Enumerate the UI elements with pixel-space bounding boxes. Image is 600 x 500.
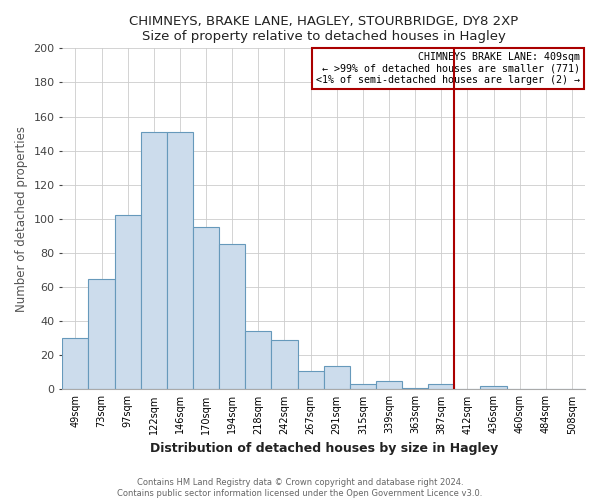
Bar <box>428 384 454 390</box>
Bar <box>402 388 428 390</box>
Y-axis label: Number of detached properties: Number of detached properties <box>15 126 28 312</box>
X-axis label: Distribution of detached houses by size in Hagley: Distribution of detached houses by size … <box>149 442 498 455</box>
Bar <box>141 132 167 390</box>
Title: CHIMNEYS, BRAKE LANE, HAGLEY, STOURBRIDGE, DY8 2XP
Size of property relative to : CHIMNEYS, BRAKE LANE, HAGLEY, STOURBRIDG… <box>129 15 518 43</box>
Bar <box>219 244 245 390</box>
Bar <box>88 278 115 390</box>
Bar <box>271 340 298 390</box>
Bar <box>481 386 506 390</box>
Text: CHIMNEYS BRAKE LANE: 409sqm
← >99% of detached houses are smaller (771)
<1% of s: CHIMNEYS BRAKE LANE: 409sqm ← >99% of de… <box>316 52 580 85</box>
Text: Contains HM Land Registry data © Crown copyright and database right 2024.
Contai: Contains HM Land Registry data © Crown c… <box>118 478 482 498</box>
Bar <box>245 332 271 390</box>
Bar <box>350 384 376 390</box>
Bar <box>62 338 88 390</box>
Bar <box>323 366 350 390</box>
Bar <box>115 216 141 390</box>
Bar <box>376 381 402 390</box>
Bar <box>298 370 323 390</box>
Bar <box>193 228 219 390</box>
Bar <box>167 132 193 390</box>
